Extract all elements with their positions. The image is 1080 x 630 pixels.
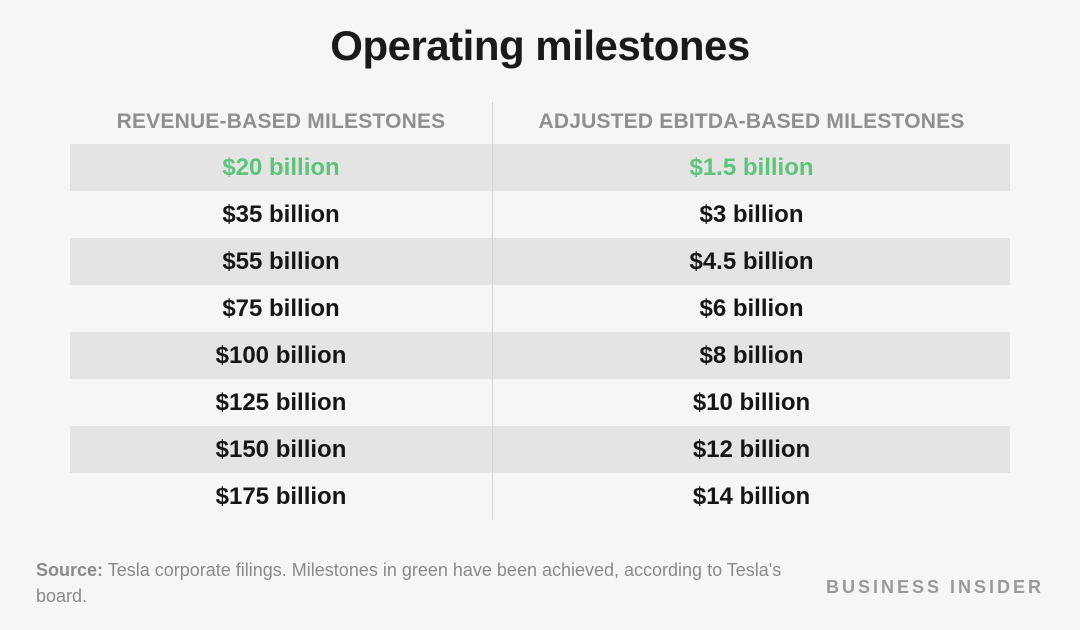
revenue-milestone-cell: $175 billion <box>215 483 347 510</box>
revenue-column-header: REVENUE-BASED MILESTONES <box>116 110 446 133</box>
table-row: $125 billion $10 billion <box>70 379 1010 426</box>
ebitda-milestone-cell: $12 billion <box>692 436 811 463</box>
ebitda-milestone-cell: $4.5 billion <box>689 248 814 275</box>
ebitda-milestone-cell: $1.5 billion <box>689 154 814 181</box>
column-divider <box>492 102 493 520</box>
revenue-milestone-cell: $150 billion <box>215 436 347 463</box>
table-row: $55 billion $4.5 billion <box>70 238 1010 285</box>
table-row: $150 billion $12 billion <box>70 426 1010 473</box>
revenue-milestone-cell: $55 billion <box>222 248 340 275</box>
ebitda-milestone-cell: $3 billion <box>699 201 804 228</box>
ebitda-milestone-cell: $6 billion <box>699 295 804 322</box>
revenue-milestone-cell: $35 billion <box>222 201 340 228</box>
table-row: $75 billion $6 billion <box>70 285 1010 332</box>
ebitda-milestone-cell: $8 billion <box>699 342 804 369</box>
source-note: Source: Tesla corporate filings. Milesto… <box>36 557 816 609</box>
business-insider-logo: BUSINESS INSIDER <box>825 577 1044 597</box>
table-row: $35 billion $3 billion <box>70 191 1010 238</box>
source-text: Tesla corporate filings. Milestones in g… <box>36 560 782 606</box>
milestones-table: REVENUE-BASED MILESTONES ADJUSTED EBITDA… <box>70 102 1010 520</box>
revenue-milestone-cell: $100 billion <box>215 342 347 369</box>
ebitda-milestone-cell: $10 billion <box>692 389 811 416</box>
revenue-milestone-cell: $75 billion <box>222 295 340 322</box>
table-row: $175 billion $14 billion <box>70 473 1010 520</box>
ebitda-milestone-cell: $14 billion <box>692 483 811 510</box>
chart-title: Operating milestones <box>330 22 750 69</box>
table-row: $20 billion $1.5 billion <box>70 144 1010 191</box>
table-row: $100 billion $8 billion <box>70 332 1010 379</box>
ebitda-column-header: ADJUSTED EBITDA-BASED MILESTONES <box>538 110 965 133</box>
table-header-row: REVENUE-BASED MILESTONES ADJUSTED EBITDA… <box>70 102 1010 144</box>
revenue-milestone-cell: $20 billion <box>222 154 340 181</box>
revenue-milestone-cell: $125 billion <box>215 389 347 416</box>
source-label: Source: <box>36 560 104 580</box>
